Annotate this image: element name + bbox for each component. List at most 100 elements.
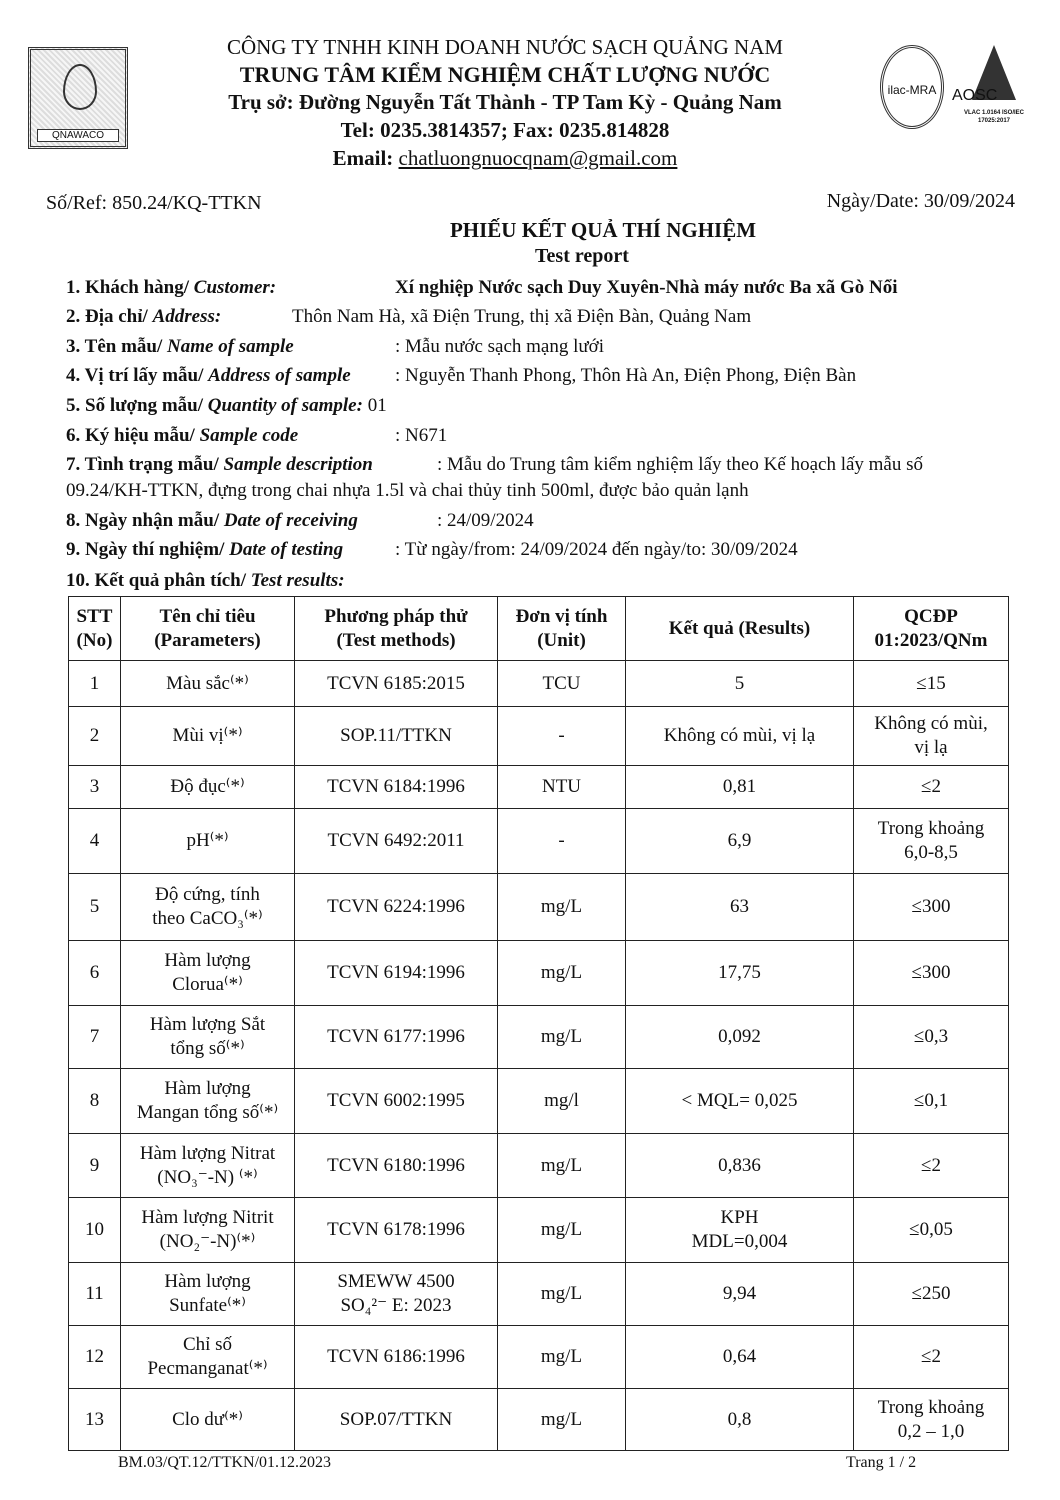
field-label-en: Customer:	[193, 277, 277, 298]
cell-line: 0,836	[718, 1154, 761, 1176]
cell-line: TCVN 6224:1996	[327, 896, 465, 917]
phone: Tel: 0235.3814357; Fax: 0235.814828	[340, 118, 670, 142]
email-line: Email: chatluongnuocqnam@gmail.com	[150, 145, 860, 172]
limit: ≤250	[853, 1262, 1009, 1326]
cell-line: MDL=0,004	[691, 1231, 788, 1252]
limit: ≤2	[853, 1133, 1009, 1198]
address: Trụ sở: Đường Nguyễn Tất Thành - TP Tam …	[228, 90, 782, 114]
cell-line: (Test methods)	[336, 629, 456, 651]
cell-line: Hàm lượng	[164, 1271, 251, 1292]
test-method: TCVN 6180:1996	[294, 1133, 498, 1198]
parameter: Độ cứng, tính theo CaCO₃⁽*⁾	[120, 873, 295, 941]
parameter: Hàm lượng Nitrit (NO₂⁻-N)⁽*⁾	[120, 1197, 295, 1263]
aosc-logo: AOSC VLAC 1.0164 ISO/IEC 17025:2017	[950, 45, 1040, 135]
email-label: Email:	[332, 146, 399, 170]
aosc-accreditation: VLAC 1.0164 ISO/IEC 17025:2017	[963, 110, 1025, 124]
parameter: Hàm lượng Sắt tổng số⁽*⁾	[120, 1005, 295, 1069]
cell-line: SOP.07/TTKN	[339, 1408, 453, 1430]
cell-line: 0,81	[722, 776, 757, 797]
test-method: TCVN 6185:2015	[294, 660, 498, 707]
row-number: 6	[68, 940, 121, 1006]
cell-line: 5	[734, 672, 745, 694]
field-label-en: Name of sample	[167, 336, 294, 357]
test-method: SOP.07/TTKN	[294, 1388, 498, 1451]
cell-line: ≤2	[921, 776, 941, 797]
test-method: SOP.11/TTKN	[294, 706, 498, 766]
column-header: Phương pháp thử (Test methods)	[294, 596, 498, 661]
field-label: 2. Địa chỉ/	[66, 306, 153, 327]
row-number: 7	[68, 1005, 121, 1069]
parameter: pH⁽*⁾	[120, 808, 295, 874]
cell-line: ≤2	[921, 1154, 941, 1176]
unit: -	[497, 808, 626, 874]
field-value: Thôn Nam Hà, xã Điện Trung, thị xã Điện …	[292, 306, 752, 327]
cell-line: Kết quả (Results)	[668, 617, 811, 639]
field-9: 9. Ngày thí nghiệm/ Date of testing: Từ …	[66, 538, 798, 562]
field-1: 1. Khách hàng/ Customer: Xí nghiệp Nước s…	[66, 276, 898, 300]
row-number: 10	[68, 1197, 121, 1263]
result: < MQL= 0,025	[625, 1068, 854, 1134]
unit: mg/L	[497, 1197, 626, 1263]
cell-line: 17,75	[718, 962, 761, 983]
cell-line: ≤250	[911, 1283, 951, 1304]
table-row: 10 Hàm lượng Nitrit (NO₂⁻-N)⁽*⁾ TCVN 6178…	[68, 1197, 1009, 1263]
parameter: Màu sắc⁽*⁾	[120, 660, 295, 707]
field-label: 10. Kết quả phân tích/	[66, 570, 251, 591]
row-number: 2	[68, 706, 121, 766]
table-row: 4 pH⁽*⁾ TCVN 6492:2011 - 6,9 Trong khoản…	[68, 808, 1009, 874]
table-row: 8 Hàm lượng Mangan tổng số⁽*⁾ TCVN 6002:1…	[68, 1068, 1009, 1134]
result: 0,64	[625, 1325, 854, 1389]
logo-text: QNAWACO	[37, 129, 119, 142]
cell-line: Clorua⁽*⁾	[172, 974, 243, 995]
cell-line: ≤0,05	[909, 1219, 953, 1240]
row-number: 12	[68, 1325, 121, 1389]
cell-line: (NO₂⁻-N)⁽*⁾	[159, 1231, 256, 1252]
ref-number: Số/Ref: 850.24/KQ-TTKN	[46, 192, 262, 214]
cell-line: Phương pháp thử	[324, 605, 468, 627]
cell-line: Đơn vị tính	[515, 605, 608, 627]
report-title: PHIẾU KẾT QUẢ THÍ NGHIỆM	[449, 218, 757, 242]
limit: Trong khoảng 0,2 – 1,0	[853, 1388, 1009, 1451]
cell-line: Pecmanganat⁽*⁾	[147, 1358, 268, 1379]
cell-line: 6,0-8,5	[904, 842, 958, 863]
cell-line: Độ đục⁽*⁾	[170, 776, 245, 797]
cell-line: 9,94	[722, 1283, 757, 1304]
table-row: 13 Clo dư⁽*⁾ SOP.07/TTKN mg/L 0,8 Trong …	[68, 1388, 1009, 1451]
field-value: : Từ ngày/from: 24/09/2024 đến ngày/to: …	[395, 539, 798, 560]
row-number: 5	[68, 873, 121, 941]
cell-line: 63	[730, 896, 749, 917]
unit: -	[497, 706, 626, 766]
field-value-continued: 09.24/KH-TTKN, đựng trong chai nhựa 1.5l…	[66, 480, 749, 501]
test-method: TCVN 6177:1996	[294, 1005, 498, 1069]
cell-line: STT	[76, 605, 113, 627]
aosc-text: AOSC	[952, 87, 998, 104]
cell-line: TCVN 6177:1996	[327, 1026, 465, 1047]
email-link[interactable]: chatluongnuocqnam@gmail.com	[398, 146, 678, 170]
cell-line: Chỉ số	[182, 1334, 233, 1355]
table-row: 2 Mùi vị⁽*⁾ SOP.11/TTKN - Không có mùi, …	[68, 706, 1009, 766]
field-label: 9. Ngày thí nghiệm/	[66, 539, 230, 560]
field-label: 1. Khách hàng/	[66, 277, 194, 298]
cell-line: Hàm lượng Nitrit	[141, 1207, 274, 1228]
row-number: 3	[68, 765, 121, 809]
unit: mg/L	[497, 940, 626, 1006]
parameter: Mùi vị⁽*⁾	[120, 706, 295, 766]
cell-line: Không có mùi,	[874, 713, 988, 734]
result: 0,092	[625, 1005, 854, 1069]
table-row: 6 Hàm lượng Clorua⁽*⁾ TCVN 6194:1996 mg/L…	[68, 940, 1009, 1006]
field-value: : 24/09/2024	[437, 510, 534, 531]
table-row: 3 Độ đục⁽*⁾ TCVN 6184:1996 NTU 0,81 ≤2	[68, 765, 1009, 809]
test-method: TCVN 6492:2011	[294, 808, 498, 874]
limit: ≤0,1	[853, 1068, 1009, 1134]
cell-line: ≤300	[911, 962, 951, 983]
cell-line: (NO₃⁻-N) ⁽*⁾	[157, 1166, 258, 1188]
column-header: QCĐP 01:2023/QNm	[853, 596, 1009, 661]
aosc-triangle-icon	[972, 45, 1016, 100]
limit: Không có mùi, vị lạ	[853, 706, 1009, 766]
cell-line: ≤0,3	[913, 1026, 949, 1047]
cell-line: TCVN 6002:1995	[327, 1090, 465, 1111]
test-method: SMEWW 4500 SO₄²⁻ E: 2023	[294, 1262, 498, 1326]
parameter: Hàm lượng Mangan tổng số⁽*⁾	[120, 1068, 295, 1134]
test-method: TCVN 6224:1996	[294, 873, 498, 941]
result: 5	[625, 660, 854, 707]
